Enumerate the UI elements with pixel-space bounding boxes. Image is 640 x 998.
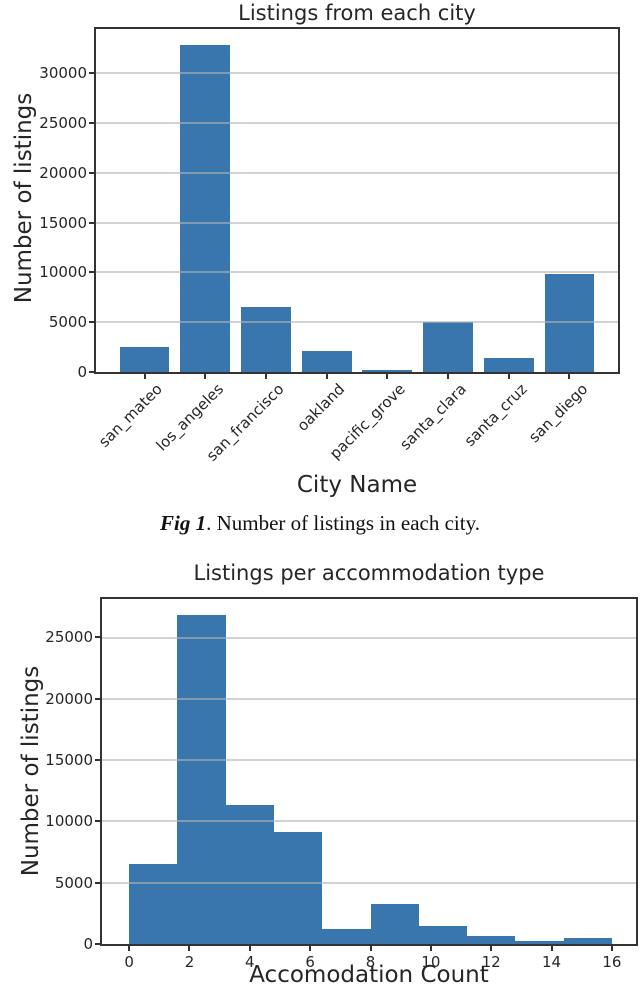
y-tick <box>95 636 100 639</box>
y-tick-label: 20000 <box>45 689 93 708</box>
gridline-y-30000 <box>96 72 618 75</box>
x-tick <box>248 946 251 951</box>
x-tick <box>309 946 312 951</box>
gridline-y-5000 <box>102 881 636 884</box>
y-tick-label: 25000 <box>39 114 87 133</box>
caption-figure-number: Fig 1 <box>159 511 207 535</box>
hist-bin-8 <box>515 940 564 944</box>
y-tick <box>95 697 100 700</box>
gridline-y-20000 <box>96 171 618 174</box>
y-tick-label: 25000 <box>45 628 93 647</box>
x-tick <box>204 374 207 379</box>
x-tick-label-0: 0 <box>124 953 134 971</box>
x-tick <box>447 374 450 379</box>
x-tick <box>188 946 191 951</box>
x-tick-label-san_diego: san_diego <box>524 380 592 447</box>
chart2-x-axis-label: Accomodation Count <box>249 962 489 988</box>
y-tick-label: 0 <box>83 935 93 953</box>
y-tick-label: 5000 <box>54 873 93 892</box>
x-tick-label-16: 16 <box>602 953 622 971</box>
bar-pacific_grove <box>362 369 413 372</box>
chart1-title: Listings from each city <box>238 1 476 25</box>
x-tick-label-8: 8 <box>365 953 376 971</box>
y-tick-label: 15000 <box>45 751 93 770</box>
gridline-y-25000 <box>102 636 636 639</box>
y-tick <box>95 943 100 945</box>
x-tick <box>507 374 510 379</box>
x-tick-label-14: 14 <box>541 953 562 971</box>
y-tick <box>95 820 100 823</box>
hist-bin-4 <box>322 928 371 944</box>
x-tick <box>429 946 432 951</box>
bar-los_angeles <box>180 45 231 372</box>
y-tick-label: 5000 <box>48 313 87 332</box>
y-tick <box>89 72 94 75</box>
gridline-y-10000 <box>102 820 636 823</box>
bar-santa_clara <box>423 322 473 372</box>
gridline-y-15000 <box>102 759 636 762</box>
y-tick <box>95 759 100 762</box>
y-tick-label: 20000 <box>39 163 87 182</box>
bar-san_francisco <box>241 307 291 372</box>
caption-text: . Number of listings in each city. <box>206 511 480 535</box>
x-tick <box>610 946 613 951</box>
x-tick <box>550 946 553 951</box>
y-tick <box>89 371 94 373</box>
hist-bin-6 <box>418 926 468 944</box>
x-tick <box>264 374 267 379</box>
y-tick <box>89 221 94 224</box>
x-tick-label-6: 6 <box>305 953 315 971</box>
y-tick <box>89 271 94 274</box>
hist-bin-5 <box>370 903 419 944</box>
y-tick-label: 30000 <box>39 64 87 83</box>
x-tick <box>128 946 131 951</box>
gridline-y-15000 <box>96 221 618 224</box>
x-tick-label-10: 10 <box>421 953 441 971</box>
gridline-y-25000 <box>96 122 618 125</box>
hist-bin-0 <box>129 864 178 944</box>
chart1-y-axis-label: Number of listings <box>11 92 37 304</box>
y-tick <box>95 881 100 884</box>
hist-bin-3 <box>273 832 323 944</box>
chart2-title: Listings per accommodation type <box>193 561 545 585</box>
chart1-plot-area: 0 5000 10000 15000 20000 25000 30000 san_mateo l… <box>39 27 620 465</box>
y-tick-label: 10000 <box>45 812 93 831</box>
gridline-y-5000 <box>96 321 618 324</box>
gridline-y-20000 <box>102 697 636 700</box>
bar-oakland <box>301 351 352 372</box>
y-tick <box>89 321 94 324</box>
hist-bin-7 <box>467 936 516 944</box>
chart1-x-axis-label: City Name <box>296 472 418 498</box>
x-tick-label-2: 2 <box>184 953 195 971</box>
x-tick <box>325 374 328 379</box>
x-tick <box>369 946 372 951</box>
x-tick-label-12: 12 <box>481 953 501 971</box>
x-tick <box>568 374 571 379</box>
bar-santa_cruz <box>483 357 534 372</box>
chart2-plot-area: 0 5000 10000 15000 20000 25000 0 2 4 6 8 10 12 14 16 <box>45 597 638 971</box>
y-tick <box>89 122 94 125</box>
hist-bin-9 <box>563 937 612 944</box>
y-tick-label: 10000 <box>39 263 87 282</box>
x-tick <box>490 946 493 951</box>
hist-bin-1 <box>177 615 226 944</box>
x-tick-label-oakland: oakland <box>293 380 349 435</box>
x-tick-label-santa_cruz: santa_cruz <box>460 380 531 450</box>
y-tick <box>89 171 94 174</box>
gridline-y-10000 <box>96 271 618 274</box>
bar-san_mateo <box>119 346 170 372</box>
y-tick-label: 15000 <box>39 213 87 232</box>
x-tick <box>386 374 389 379</box>
hist-bin-2 <box>225 805 274 944</box>
x-tick-label-4: 4 <box>245 953 255 971</box>
y-tick-label: 0 <box>77 363 87 381</box>
figure1-caption: Fig 1. Number of listings in each city. <box>0 511 640 536</box>
x-tick <box>143 374 146 379</box>
